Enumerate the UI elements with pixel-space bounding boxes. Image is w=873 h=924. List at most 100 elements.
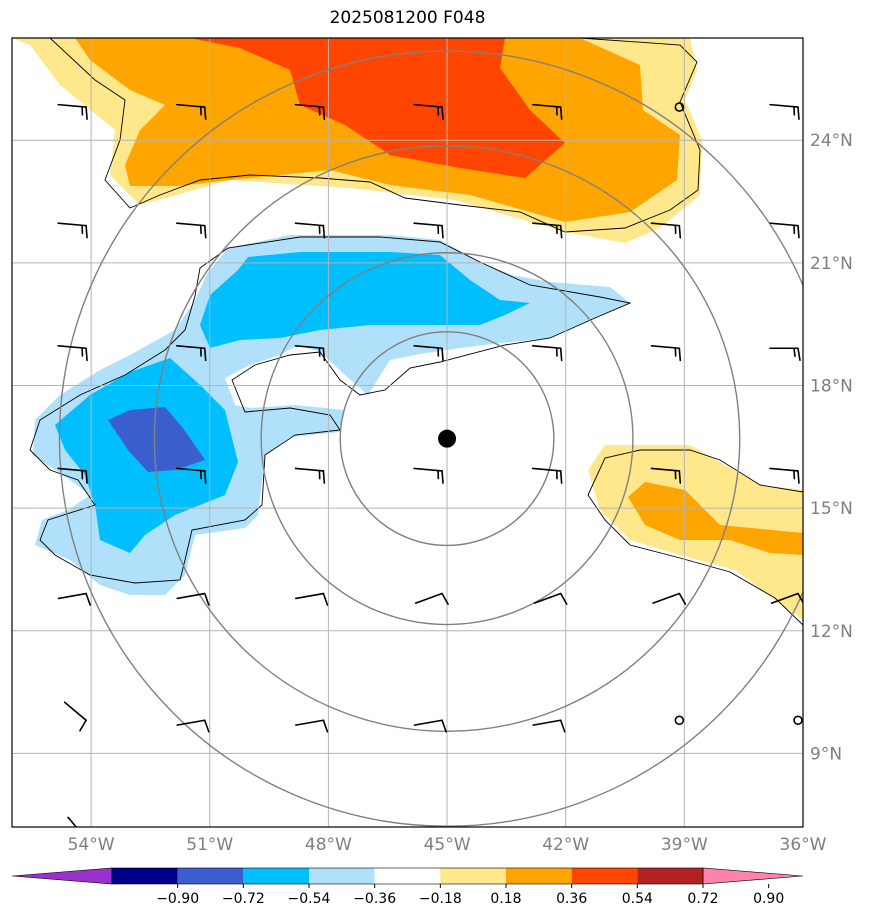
wind-barb bbox=[176, 103, 207, 120]
lon-tick-label: 36°W bbox=[780, 835, 827, 855]
barb-flag bbox=[678, 470, 682, 484]
barb-flag bbox=[85, 347, 88, 362]
wind-barb bbox=[176, 222, 207, 239]
barb-shaft bbox=[57, 592, 87, 600]
colorbar-segment bbox=[440, 868, 506, 884]
wind-barb bbox=[532, 345, 563, 362]
wind-barb bbox=[413, 719, 447, 733]
storm-center-marker bbox=[438, 429, 457, 448]
barb-flag bbox=[203, 224, 207, 239]
range-ring bbox=[58, 50, 803, 827]
wind-barb bbox=[176, 592, 210, 606]
barb-flag bbox=[559, 592, 568, 605]
barb-flag bbox=[437, 105, 440, 116]
barb-flag bbox=[559, 347, 563, 362]
colorbar-segment bbox=[571, 868, 638, 884]
wind-barb bbox=[413, 345, 444, 362]
barb-shaft bbox=[67, 816, 87, 827]
wind-barb bbox=[650, 222, 682, 239]
graticule bbox=[12, 38, 803, 827]
lon-tick-label: 54°W bbox=[68, 835, 115, 855]
lon-tick-label: 48°W bbox=[305, 835, 352, 855]
barb-flag bbox=[322, 224, 326, 239]
barb-flag bbox=[203, 592, 210, 606]
barb-shaft bbox=[63, 701, 87, 722]
wind-barb bbox=[674, 102, 685, 112]
barb-flag bbox=[793, 105, 796, 116]
lat-tick-label: 24°N bbox=[810, 131, 853, 151]
barb-flag bbox=[674, 347, 677, 357]
contour-line-middle bbox=[29, 236, 632, 584]
barb-flag bbox=[85, 224, 88, 239]
barb-shaft bbox=[533, 592, 562, 604]
barb-flag bbox=[437, 469, 440, 480]
wind-barb bbox=[67, 816, 87, 827]
colorbar-tick-label: −0.90 bbox=[156, 891, 199, 907]
wind-barb bbox=[652, 592, 687, 605]
barb-flag bbox=[322, 592, 329, 606]
colorbar-tick-label: 0.36 bbox=[556, 891, 587, 907]
wind-barb bbox=[294, 467, 326, 484]
wind-barb bbox=[769, 347, 801, 362]
barb-flag bbox=[555, 469, 558, 480]
wind-barb bbox=[769, 222, 800, 239]
calm-wind-circle bbox=[674, 715, 685, 726]
barb-flag bbox=[81, 469, 84, 480]
barb-flag bbox=[797, 106, 800, 120]
barb-flag bbox=[793, 347, 796, 358]
wind-barb bbox=[176, 467, 207, 484]
barb-flag bbox=[559, 470, 563, 484]
barb-flag bbox=[203, 347, 207, 362]
wind-barb bbox=[413, 467, 444, 484]
barb-flag bbox=[441, 106, 444, 120]
calm-wind-circle bbox=[793, 715, 803, 726]
barb-flag bbox=[797, 470, 800, 484]
wind-barb bbox=[414, 592, 449, 605]
colorbar-tick-label: 0.54 bbox=[622, 891, 653, 907]
colorbar-tick-label: 0.72 bbox=[687, 891, 718, 907]
barb-flag bbox=[555, 105, 558, 116]
colorbar-tick-label: −0.72 bbox=[222, 891, 265, 907]
wind-barb bbox=[532, 719, 566, 733]
lat-tick-label: 21°N bbox=[810, 254, 853, 274]
wind-barb bbox=[532, 103, 563, 120]
barb-shaft bbox=[176, 719, 206, 726]
barb-flag bbox=[318, 105, 321, 116]
contour-fill-neg0.36 bbox=[55, 252, 530, 553]
wind-barb bbox=[769, 467, 800, 484]
barb-flag bbox=[199, 469, 202, 480]
wind-barb bbox=[532, 467, 563, 484]
colorbar-segment bbox=[309, 868, 375, 884]
barb-flag bbox=[559, 719, 566, 733]
lon-tick-label: 45°W bbox=[424, 835, 471, 855]
barb-shaft bbox=[652, 592, 681, 604]
wind-barb bbox=[793, 715, 803, 726]
wind-barb bbox=[650, 345, 682, 362]
lat-tick-label: 18°N bbox=[810, 376, 853, 396]
colorbar-tick-label: −0.36 bbox=[353, 891, 396, 907]
barb-flag bbox=[203, 719, 210, 733]
colorbar-segment bbox=[177, 868, 244, 884]
wind-barb bbox=[57, 467, 88, 484]
lat-tick-label: 15°N bbox=[810, 499, 853, 519]
barb-flag bbox=[85, 470, 88, 484]
wind-barb bbox=[674, 715, 685, 726]
barb-flag bbox=[199, 224, 202, 235]
wind-barb bbox=[413, 103, 444, 120]
lon-tick-label: 39°W bbox=[661, 835, 708, 855]
wind-barb bbox=[650, 467, 682, 484]
contour-lines bbox=[29, 38, 803, 626]
wind-barb bbox=[176, 345, 207, 362]
barb-flag bbox=[322, 470, 326, 484]
wind-barb bbox=[294, 103, 326, 120]
barb-flag bbox=[322, 719, 329, 733]
calm-wind-circle bbox=[674, 102, 685, 112]
colorbar: −0.90 −0.72 −0.54 −0.36 −0.18 0.18 0.36 0.54 0.7… bbox=[11, 867, 804, 907]
contour-fill-0.54-north bbox=[190, 38, 565, 178]
barb-shaft bbox=[295, 719, 325, 726]
barb-flag bbox=[318, 469, 321, 480]
barb-flag bbox=[437, 224, 440, 235]
wind-barbs bbox=[57, 102, 803, 827]
wind-barb bbox=[532, 222, 563, 239]
